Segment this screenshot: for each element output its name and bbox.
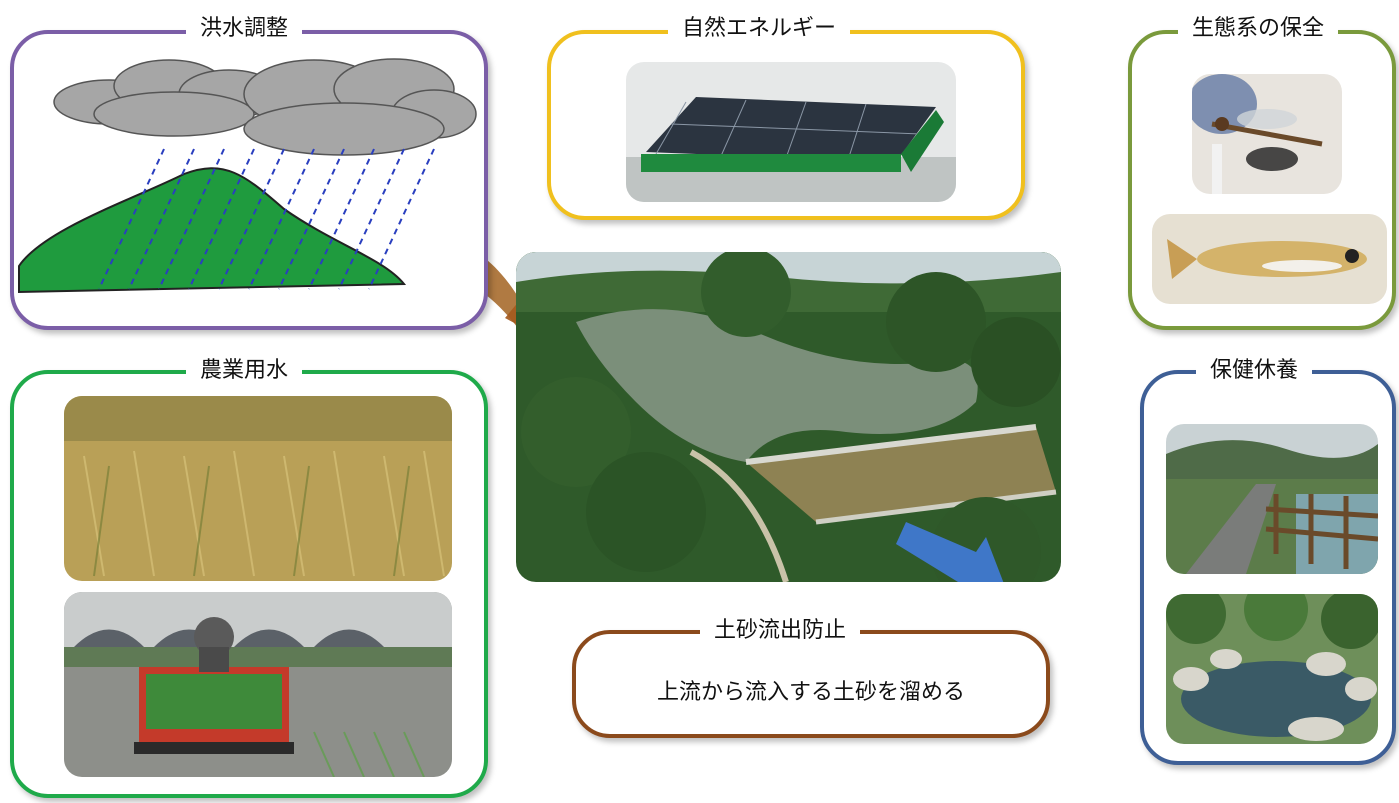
rice-field-photo (64, 396, 452, 581)
agricultural-water-label: 農業用水 (186, 356, 303, 386)
lakeside-path-photo (1166, 424, 1378, 574)
flood-control-panel (10, 30, 488, 330)
sediment-prevention-label: 土砂流出防止 (700, 616, 861, 646)
ecosystem-panel (1128, 30, 1396, 330)
agricultural-water-panel (10, 370, 488, 798)
reservoir-aerial-photo (516, 252, 1061, 582)
rice-planting-photo (64, 592, 452, 777)
natural-energy-panel (547, 30, 1025, 220)
medaka-fish-photo (1152, 214, 1387, 304)
flood-illustration (18, 58, 477, 294)
outflow-arrow (896, 522, 1004, 582)
pond-park-photo (1166, 594, 1378, 744)
natural-energy-label: 自然エネルギー (668, 14, 851, 44)
flood-control-label: 洪水調整 (186, 14, 303, 44)
sediment-prevention-panel: 上流から流入する土砂を溜める (572, 630, 1050, 738)
solar-panel-photo (626, 62, 956, 202)
dragonfly-photo (1192, 74, 1342, 194)
recreation-panel (1140, 370, 1396, 765)
recreation-label: 保健休養 (1196, 356, 1313, 386)
ecosystem-label: 生態系の保全 (1178, 14, 1339, 44)
sediment-description: 上流から流入する土砂を溜める (656, 680, 965, 705)
